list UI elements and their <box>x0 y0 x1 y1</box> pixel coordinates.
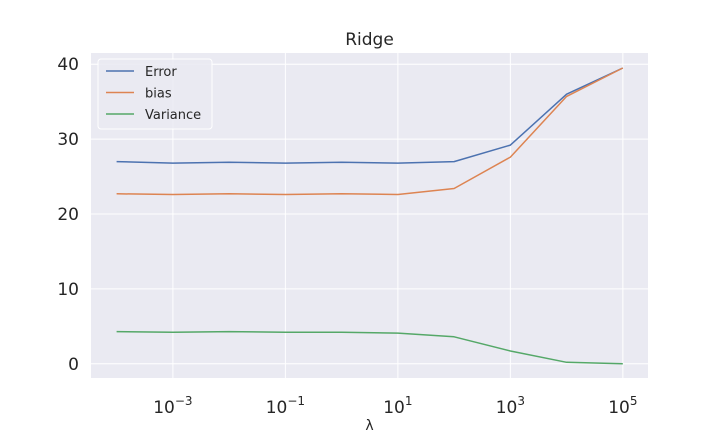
x-tick-label: 10−3 <box>153 394 192 418</box>
legend-label: Variance <box>145 108 201 123</box>
x-tick-base: 10 <box>496 398 518 418</box>
x-tick-exponent: −3 <box>175 394 193 408</box>
legend-label: bias <box>145 87 172 102</box>
y-tick-label: 30 <box>57 130 79 150</box>
x-tick-base: 10 <box>266 398 288 418</box>
series-lines <box>116 67 624 365</box>
x-tick-base: 10 <box>608 398 630 418</box>
x-tick-exponent: −1 <box>287 394 305 408</box>
x-tick-label: 103 <box>496 394 525 418</box>
legend-box <box>97 58 213 130</box>
x-tick-exponent: 1 <box>405 394 413 408</box>
chart-title: Ridge <box>345 30 394 50</box>
series-line-error <box>116 67 624 164</box>
x-tick-base: 10 <box>383 398 405 418</box>
y-tick-label: 40 <box>57 55 79 75</box>
x-tick-base: 10 <box>153 398 175 418</box>
x-tick-exponent: 5 <box>630 394 638 408</box>
grid-lines <box>91 53 648 378</box>
x-tick-label: 105 <box>608 394 637 418</box>
series-line-bias <box>116 67 624 196</box>
series-line-variance <box>116 330 623 365</box>
y-tick-label: 10 <box>57 280 79 300</box>
x-tick-label: 101 <box>383 394 412 418</box>
legend-label: Error <box>145 65 177 80</box>
x-tick-label: 10−1 <box>266 394 305 418</box>
legend: Error bias Variance <box>97 58 213 130</box>
x-tick-exponent: 3 <box>517 394 525 408</box>
y-tick-label: 20 <box>57 205 79 225</box>
x-axis-label: λ <box>365 418 373 432</box>
y-tick-label: 0 <box>68 355 79 375</box>
